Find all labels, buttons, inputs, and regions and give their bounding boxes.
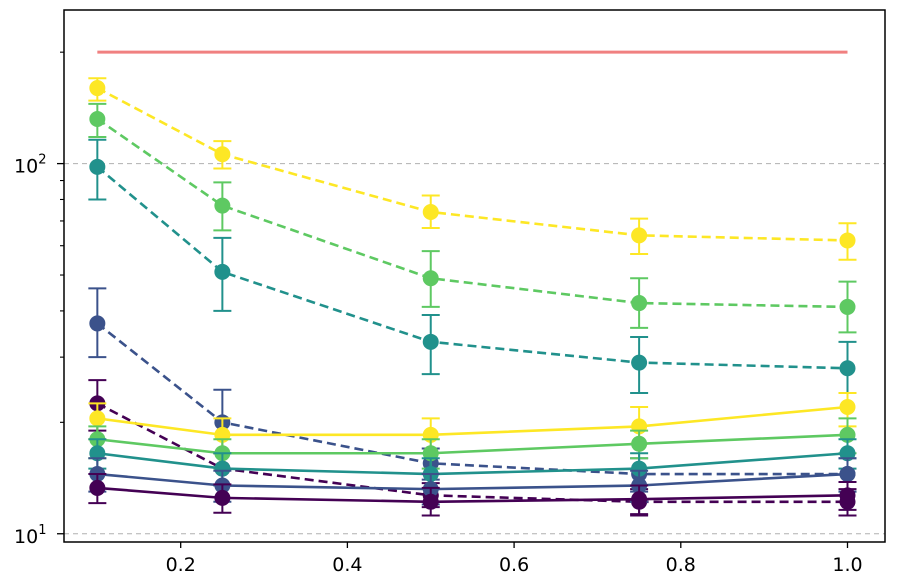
x-tick-label: 0.4 <box>332 554 362 576</box>
data-point <box>631 227 648 244</box>
series-group <box>88 77 857 517</box>
gridlines <box>64 163 885 535</box>
series-line <box>96 86 848 242</box>
data-point <box>214 197 231 214</box>
data-point <box>89 315 106 332</box>
x-tick-label: 0.8 <box>666 554 696 576</box>
data-point <box>89 479 106 496</box>
data-point <box>422 493 439 510</box>
data-point <box>631 354 648 371</box>
data-point <box>839 360 856 377</box>
data-point <box>89 110 106 127</box>
data-point <box>89 158 106 175</box>
data-point <box>214 460 231 477</box>
series-line <box>97 451 848 476</box>
data-point <box>839 466 856 483</box>
data-point <box>422 204 439 221</box>
data-point <box>214 146 231 163</box>
data-point <box>214 489 231 506</box>
series-line <box>96 165 848 370</box>
x-tick-label: 0.2 <box>166 554 196 576</box>
plot-frame <box>63 9 886 543</box>
series-dashed-green <box>88 102 857 334</box>
series-solid-yellow <box>88 392 857 455</box>
data-point <box>422 270 439 287</box>
data-point <box>839 232 856 249</box>
data-point <box>631 491 648 508</box>
data-point <box>631 435 648 452</box>
y-tick-label: 102 <box>14 153 46 178</box>
data-point <box>839 298 856 315</box>
data-point <box>839 487 856 504</box>
axis-ticks: 0.2 0.4 0.6 0.8 1.0 101 102 <box>14 51 863 576</box>
data-point <box>631 460 648 477</box>
series-line <box>97 433 848 455</box>
x-tick-label: 0.6 <box>499 554 529 576</box>
data-point <box>89 410 106 427</box>
x-tick-label: 1.0 <box>832 554 862 576</box>
y-tick-label: 101 <box>14 523 46 548</box>
series-solid-purple <box>88 473 857 517</box>
data-point <box>89 80 106 97</box>
data-point <box>631 295 648 312</box>
series-dashed-yellow <box>88 77 857 261</box>
series-line <box>97 472 848 491</box>
data-point <box>214 263 231 280</box>
data-point <box>422 333 439 350</box>
series-line <box>97 486 848 504</box>
series-dashed-teal <box>88 138 857 395</box>
data-point <box>839 399 856 416</box>
